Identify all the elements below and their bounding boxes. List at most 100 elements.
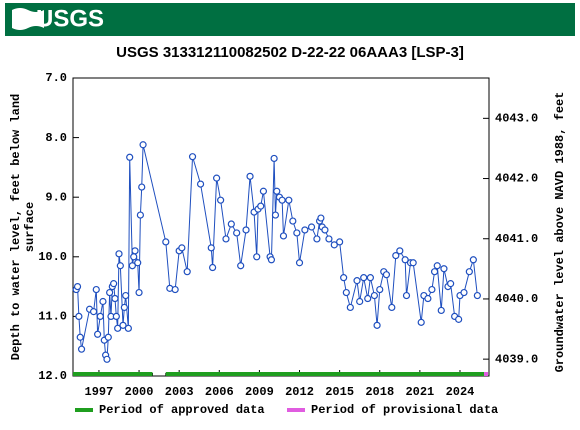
data-point bbox=[346, 303, 354, 312]
data-point bbox=[115, 250, 123, 258]
data-point bbox=[460, 288, 468, 297]
data-point bbox=[364, 294, 372, 303]
data-point bbox=[110, 280, 118, 288]
data-point bbox=[217, 196, 225, 204]
data-point bbox=[183, 268, 191, 276]
data-point bbox=[321, 226, 329, 234]
data-point bbox=[92, 285, 100, 294]
data-point bbox=[139, 141, 147, 149]
data-point bbox=[376, 285, 384, 294]
data-point bbox=[209, 263, 217, 272]
data-point bbox=[382, 271, 391, 279]
logo: USGS bbox=[36, 5, 104, 32]
data-point bbox=[119, 321, 127, 329]
data-point bbox=[317, 214, 325, 222]
data-point bbox=[271, 211, 280, 219]
data-point bbox=[222, 235, 230, 243]
x-tick-label: 2003 bbox=[165, 385, 194, 399]
data-point bbox=[279, 232, 288, 240]
data-point bbox=[447, 280, 455, 288]
data-point bbox=[259, 187, 268, 195]
y2-tick-label: 4041.0 bbox=[495, 232, 538, 246]
data-point bbox=[257, 202, 265, 210]
data-point bbox=[392, 252, 400, 260]
data-point bbox=[111, 294, 119, 303]
data-point bbox=[278, 196, 286, 204]
data-point bbox=[114, 324, 122, 332]
legend-swatch bbox=[75, 408, 93, 412]
data-point bbox=[89, 308, 98, 316]
data-point bbox=[430, 268, 439, 276]
data-point bbox=[233, 229, 241, 237]
data-point bbox=[242, 226, 250, 234]
x-tick-label: 2021 bbox=[405, 385, 434, 399]
data-point bbox=[196, 180, 205, 188]
y2-tick-label: 4039.0 bbox=[495, 352, 538, 366]
data-point bbox=[136, 211, 144, 219]
data-point bbox=[293, 229, 301, 237]
chart-title: USGS 313312110082502 D-22-22 06AAA3 [LSP… bbox=[116, 44, 464, 61]
data-point bbox=[455, 315, 463, 323]
data-point bbox=[73, 283, 82, 291]
data-point bbox=[131, 247, 139, 255]
y-axis-label: surface bbox=[23, 202, 37, 252]
data-point bbox=[340, 274, 348, 282]
data-point bbox=[124, 324, 132, 332]
x-tick-label: 1997 bbox=[85, 385, 114, 399]
x-tick-label: 2012 bbox=[285, 385, 314, 399]
y2-tick-label: 4042.0 bbox=[495, 172, 538, 186]
data-point bbox=[128, 262, 136, 270]
data-point bbox=[353, 277, 361, 285]
period-bar bbox=[165, 372, 485, 376]
data-point bbox=[356, 297, 364, 306]
data-point bbox=[253, 253, 261, 261]
data-point bbox=[96, 312, 104, 320]
data-point bbox=[437, 306, 445, 315]
data-point bbox=[120, 303, 128, 312]
data-point bbox=[77, 345, 86, 353]
data-point bbox=[76, 333, 84, 341]
data-point bbox=[103, 355, 111, 363]
period-bar bbox=[484, 372, 489, 376]
data-point bbox=[402, 291, 411, 300]
legend-label: Period of approved data bbox=[99, 403, 265, 417]
data-point bbox=[313, 235, 321, 243]
y-tick-label: 8.0 bbox=[45, 131, 67, 145]
data-point bbox=[473, 291, 481, 300]
data-point bbox=[360, 274, 368, 282]
data-point bbox=[289, 217, 297, 225]
data-point bbox=[207, 244, 215, 252]
y-tick-label: 12.0 bbox=[38, 369, 67, 383]
period-bar bbox=[73, 372, 153, 376]
y2-tick-label: 4040.0 bbox=[495, 292, 538, 306]
data-point bbox=[285, 196, 293, 204]
data-point bbox=[424, 294, 432, 303]
data-point bbox=[370, 291, 379, 300]
data-point bbox=[237, 262, 245, 270]
data-point bbox=[401, 256, 409, 264]
legend-swatch bbox=[287, 408, 305, 412]
data-point bbox=[126, 153, 134, 161]
data-point bbox=[336, 238, 344, 246]
data-point bbox=[330, 241, 338, 249]
data-point bbox=[171, 285, 179, 294]
x-tick-label: 2006 bbox=[205, 385, 234, 399]
header-bar bbox=[5, 3, 575, 36]
data-point bbox=[94, 330, 102, 338]
y-axis-label: Depth to water level, feet below land bbox=[9, 94, 23, 360]
data-point bbox=[75, 312, 83, 320]
data-point bbox=[104, 333, 112, 341]
data-point bbox=[134, 259, 142, 267]
plot-frame bbox=[72, 77, 490, 377]
data-point bbox=[325, 235, 333, 243]
data-point bbox=[122, 291, 130, 300]
x-tick-label: 2009 bbox=[245, 385, 274, 399]
data-point bbox=[267, 256, 276, 264]
legend-label: Period of provisional data bbox=[311, 403, 498, 417]
data-point bbox=[342, 288, 350, 297]
data-point bbox=[116, 262, 124, 270]
data-point bbox=[99, 297, 107, 306]
data-point bbox=[178, 244, 186, 252]
y-tick-label: 11.0 bbox=[38, 310, 67, 324]
